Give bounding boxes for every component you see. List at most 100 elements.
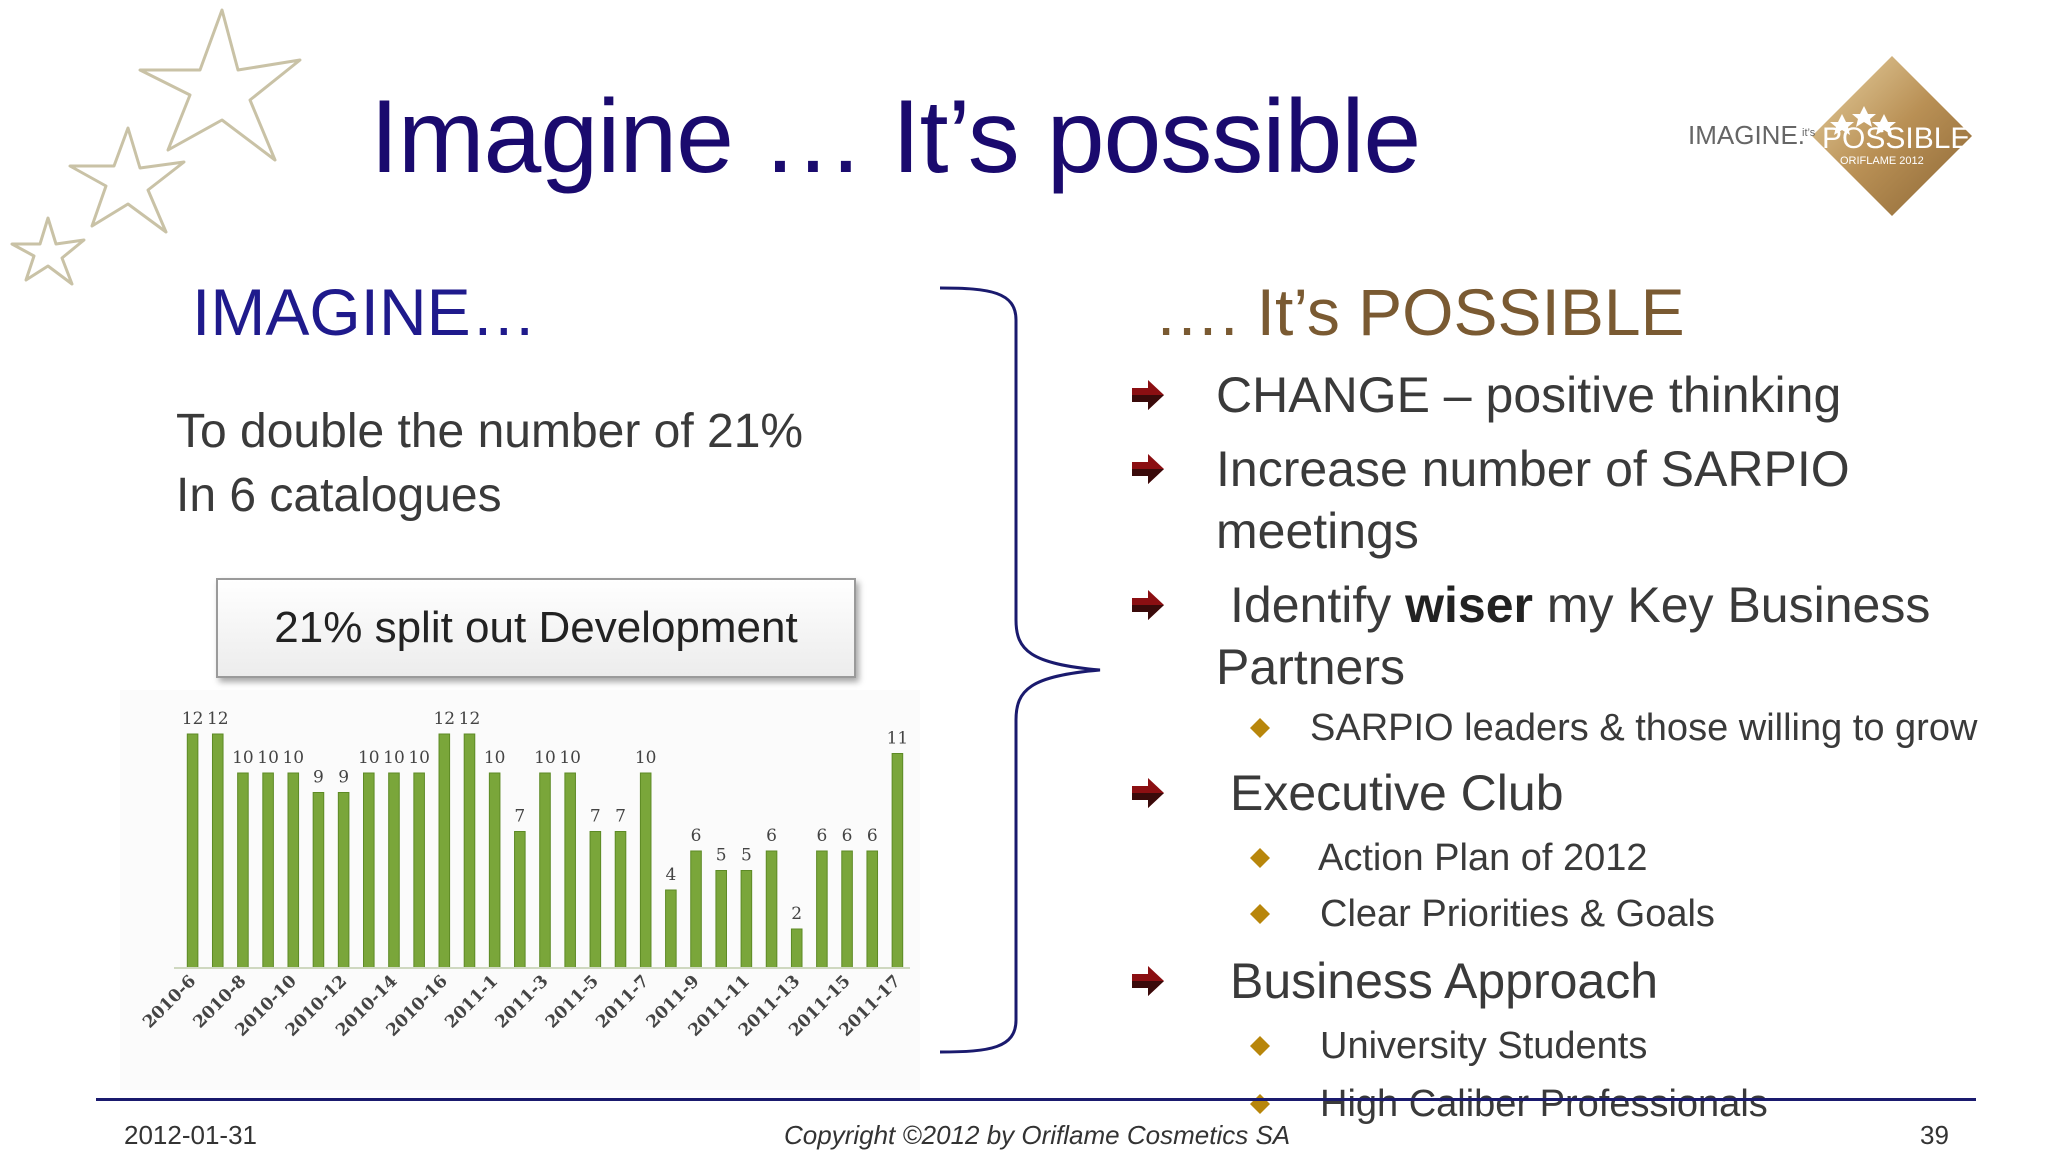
- possible-bullet-list: CHANGE – positive thinking Increase numb…: [1132, 364, 2032, 1132]
- chart-data-label: 5: [741, 846, 752, 866]
- chart-bar: [665, 889, 677, 969]
- chart-data-label: 10: [408, 748, 430, 768]
- subbullet-university-text: University Students: [1320, 1025, 1648, 1067]
- footer-page-number: 39: [1920, 1120, 1949, 1150]
- bullet-executive-club: Executive Club: [1132, 762, 2032, 824]
- diamond-bullet-icon: [1250, 1094, 1270, 1114]
- bullet-identify-partners: Identify wiser my Key Business Partners: [1132, 574, 2032, 698]
- chart-bar: [816, 850, 828, 969]
- chart-bar: [866, 850, 879, 969]
- chart-bar: [891, 753, 904, 969]
- diamond-bullet-icon: [1250, 718, 1270, 738]
- logo-text-oriflame: ORIFLAME 2012: [1840, 155, 1924, 167]
- bullet-identify-bold: wiser: [1405, 577, 1533, 633]
- chart-bar: [639, 772, 652, 969]
- footer-divider: [96, 1098, 1976, 1101]
- chart-bar: [211, 733, 224, 969]
- chart-bar: [388, 772, 400, 969]
- chart-data-label: 6: [766, 826, 777, 846]
- chart-bar: [363, 772, 375, 969]
- chart-bar: [463, 733, 476, 969]
- bullet-change-text: CHANGE – positive thinking: [1216, 367, 1842, 423]
- chart-bar: [186, 733, 199, 969]
- bullet-identify-line-2: Partners: [1216, 639, 1405, 695]
- chart-data-label: 7: [590, 807, 601, 827]
- chart-bar: [337, 792, 350, 969]
- bullet-change: CHANGE – positive thinking: [1132, 364, 2032, 426]
- footer-date: 2012-01-31: [124, 1120, 257, 1150]
- chart-bar: [312, 792, 325, 969]
- subbullet-action-plan-text: Action Plan of 2012: [1318, 837, 1648, 879]
- chart-data-label: 10: [559, 748, 581, 768]
- chart-data-label: 10: [358, 748, 380, 768]
- chart-data-label: 10: [383, 748, 405, 768]
- chart-bar: [539, 772, 551, 969]
- subbullet-high-caliber: High Caliber Professionals: [1132, 1076, 2032, 1132]
- logo-text-its: it’s: [1802, 127, 1816, 139]
- chart-data-label: 12: [459, 709, 481, 729]
- chart-data-label: 12: [433, 709, 455, 729]
- chart-bar: [614, 831, 627, 969]
- chart-bar: [740, 870, 753, 969]
- chart-data-label: 6: [842, 826, 853, 846]
- chart-bar: [715, 870, 727, 969]
- diamond-bullet-icon: [1250, 1036, 1270, 1056]
- chart-bar: [287, 772, 300, 969]
- arrow-bullet-icon: [1132, 778, 1164, 808]
- chart-data-label: 10: [232, 748, 254, 768]
- chart-bar: [262, 772, 274, 969]
- chart-bar: [438, 733, 451, 969]
- chart-data-label: 10: [484, 748, 506, 768]
- goal-line-1: To double the number of 21%: [176, 405, 804, 458]
- chart-bar: [237, 772, 249, 969]
- chart-bar: [514, 831, 526, 969]
- chart-data-label: 10: [257, 748, 279, 768]
- chart-data-label: 10: [282, 748, 304, 768]
- chart-data-label: 10: [534, 748, 556, 768]
- bullet-sarpio-line-1: Increase number of SARPIO: [1216, 441, 1850, 497]
- subbullet-university: University Students: [1132, 1018, 2032, 1074]
- chart-data-label: 11: [887, 729, 909, 749]
- imagine-possible-logo: IMAGINE. it’s POSSIBLE ORIFLAME 2012: [1672, 56, 1972, 216]
- chart-bar: [413, 772, 425, 969]
- imagine-heading: IMAGINE…: [192, 275, 537, 349]
- bullet-sarpio-line-2: meetings: [1216, 503, 1419, 559]
- subbullet-action-plan: Action Plan of 2012: [1132, 830, 2032, 886]
- possible-heading: …. It’s POSSIBLE: [1154, 275, 1685, 349]
- goal-line-2: In 6 catalogues: [176, 469, 502, 522]
- bullet-business-approach-text: Business Approach: [1230, 953, 1659, 1009]
- footer-copyright: Copyright ©2012 by Oriflame Cosmetics SA: [784, 1120, 1291, 1150]
- subbullet-sarpio-leaders-text: SARPIO leaders & those willing to grow: [1310, 707, 1978, 749]
- chart-data-label: 12: [182, 709, 204, 729]
- diamond-bullet-icon: [1250, 904, 1270, 924]
- chart-bar: [564, 772, 576, 969]
- bullet-sarpio-meetings: Increase number of SARPIO meetings: [1132, 438, 2032, 562]
- subbullet-sarpio-leaders: SARPIO leaders & those willing to grow: [1132, 700, 2032, 756]
- chart-data-label: 5: [716, 846, 727, 866]
- chart-bar: [765, 850, 778, 969]
- chart-data-label: 7: [514, 807, 525, 827]
- chart-data-label: 9: [313, 768, 324, 788]
- subbullet-high-caliber-text: High Caliber Professionals: [1320, 1083, 1768, 1125]
- bullet-business-approach: Business Approach: [1132, 950, 2032, 1012]
- chart-bar: [589, 831, 602, 969]
- subbullet-priorities-text: Clear Priorities & Goals: [1320, 893, 1715, 935]
- arrow-bullet-icon: [1132, 380, 1164, 410]
- bullet-identify-post: my Key Business: [1532, 577, 1931, 633]
- chart-data-label: 6: [867, 826, 878, 846]
- chart-bar: [488, 772, 501, 969]
- chart-data-label: 6: [816, 826, 827, 846]
- goal-text: To double the number of 21% In 6 catalog…: [176, 400, 803, 528]
- subbullet-priorities: Clear Priorities & Goals: [1132, 886, 2032, 942]
- chart-data-label: 4: [665, 865, 676, 885]
- slide-title: Imagine … It’s possible: [370, 79, 1421, 195]
- decorative-stars-icon: [10, 8, 302, 286]
- arrow-bullet-icon: [1132, 454, 1164, 484]
- arrow-bullet-icon: [1132, 966, 1164, 996]
- logo-text-imagine: IMAGINE.: [1688, 120, 1805, 150]
- chart-data-label: 9: [338, 768, 349, 788]
- bullet-identify-pre: Identify: [1230, 577, 1406, 633]
- chart-data-label: 12: [207, 709, 229, 729]
